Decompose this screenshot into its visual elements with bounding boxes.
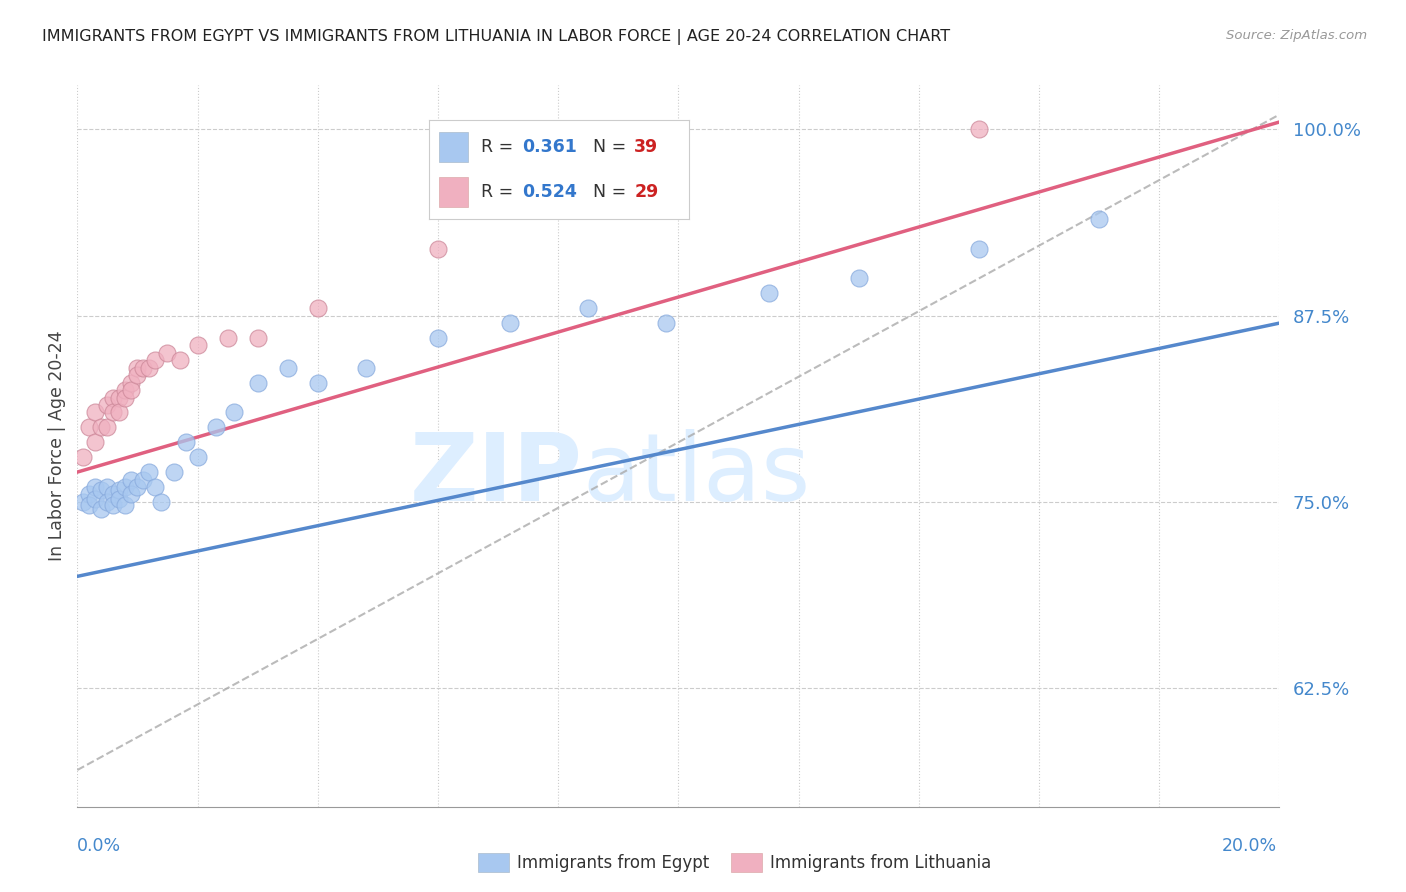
Point — [127, 368, 149, 383]
Text: IMMIGRANTS FROM EGYPT VS IMMIGRANTS FROM LITHUANIA IN LABOR FORCE | AGE 20-24 CO: IMMIGRANTS FROM EGYPT VS IMMIGRANTS FROM… — [42, 29, 950, 45]
Point — [103, 487, 125, 501]
Point — [758, 286, 780, 301]
Point — [84, 491, 107, 506]
Point — [217, 331, 239, 345]
Point — [307, 376, 329, 390]
Point — [108, 405, 131, 419]
Bar — [439, 178, 468, 207]
Text: 0.361: 0.361 — [523, 138, 578, 156]
Point — [114, 480, 136, 494]
Point — [848, 271, 870, 285]
Point — [108, 491, 131, 506]
Point — [967, 122, 990, 136]
Point — [103, 405, 125, 419]
Point — [84, 480, 107, 494]
Point — [79, 487, 101, 501]
Point — [114, 391, 136, 405]
Point — [246, 376, 269, 390]
Point — [103, 498, 125, 512]
Point — [96, 398, 118, 412]
Text: 20.0%: 20.0% — [1222, 837, 1277, 855]
Point — [72, 450, 94, 465]
Point — [114, 383, 136, 397]
Text: atlas: atlas — [582, 429, 810, 521]
Text: Immigrants from Egypt: Immigrants from Egypt — [517, 854, 710, 871]
Point — [108, 391, 131, 405]
Point — [1088, 211, 1111, 226]
Point — [145, 480, 167, 494]
Point — [132, 473, 155, 487]
Point — [84, 435, 107, 450]
Text: N =: N = — [593, 183, 631, 201]
Point — [79, 420, 101, 434]
Point — [222, 405, 245, 419]
Point — [655, 316, 678, 330]
Point — [127, 360, 149, 375]
Point — [246, 331, 269, 345]
Point — [90, 420, 112, 434]
Text: N =: N = — [593, 138, 631, 156]
Point — [499, 316, 522, 330]
Point — [96, 495, 118, 509]
Point — [145, 353, 167, 368]
Point — [84, 405, 107, 419]
Bar — [439, 132, 468, 161]
Text: Immigrants from Lithuania: Immigrants from Lithuania — [770, 854, 991, 871]
Point — [138, 465, 160, 479]
Point — [204, 420, 226, 434]
Point — [668, 182, 690, 196]
Point — [127, 480, 149, 494]
Text: Source: ZipAtlas.com: Source: ZipAtlas.com — [1226, 29, 1367, 42]
Point — [120, 473, 142, 487]
Point — [967, 242, 990, 256]
Point — [114, 498, 136, 512]
Point — [79, 498, 101, 512]
Point — [187, 450, 209, 465]
Point — [96, 420, 118, 434]
Text: 0.524: 0.524 — [523, 183, 578, 201]
Point — [187, 338, 209, 352]
Point — [354, 360, 377, 375]
Point — [72, 495, 94, 509]
Text: 39: 39 — [634, 138, 658, 156]
Point — [120, 376, 142, 390]
Text: R =: R = — [481, 183, 519, 201]
Point — [138, 360, 160, 375]
Point — [427, 242, 450, 256]
Text: 0.0%: 0.0% — [77, 837, 121, 855]
Point — [156, 346, 179, 360]
Point — [90, 502, 112, 516]
Point — [162, 465, 184, 479]
Point — [307, 301, 329, 316]
Point — [132, 360, 155, 375]
Point — [150, 495, 173, 509]
Point — [169, 353, 191, 368]
Point — [174, 435, 197, 450]
Point — [120, 383, 142, 397]
Text: 29: 29 — [634, 183, 658, 201]
Point — [96, 480, 118, 494]
Y-axis label: In Labor Force | Age 20-24: In Labor Force | Age 20-24 — [48, 331, 66, 561]
Text: R =: R = — [481, 138, 519, 156]
Point — [103, 391, 125, 405]
Point — [277, 360, 299, 375]
Point — [427, 331, 450, 345]
Point — [90, 483, 112, 497]
Point — [108, 483, 131, 497]
Text: ZIP: ZIP — [409, 429, 582, 521]
Point — [120, 487, 142, 501]
Point — [576, 301, 599, 316]
